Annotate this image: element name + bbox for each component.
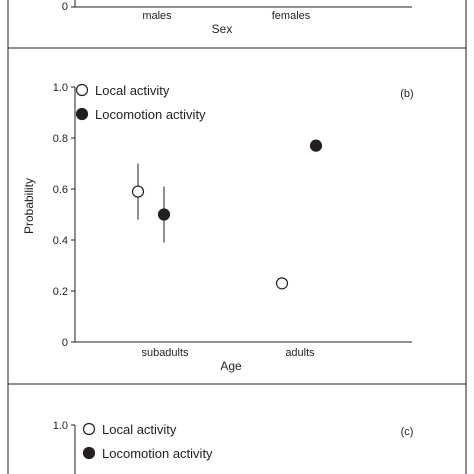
panel-b-point-local-subadults [131,185,145,198]
panel-a-x-tick-label-males: males [142,10,172,22]
panel-b-y-tick-label-1: 0.2 [53,286,68,298]
panel-b-point-local-adults [275,277,289,290]
panel-a-x-axis-label: Sex [212,22,233,36]
panel-b-y-tick-label-3: 0.6 [53,184,68,196]
panel-c-y-tick-label-1: 1.0 [53,420,68,432]
panel-b-y-tick-label-0: 0 [62,337,68,349]
panel-b-y-tick-label-4: 0.8 [53,133,68,145]
panel-b-x-tick-label-subadults: subadults [141,347,189,359]
panel-b: 0 0.2 0.4 0.6 0.8 1.0 Probability subadults a… [22,82,414,373]
panel-b-data-marks [131,139,323,290]
panel-b-legend-marker-local [75,83,89,97]
panel-b-legend-label-local: Local activity [95,83,170,98]
panel-b-point-locomotion-adults [309,139,323,152]
panel-b-label: (b) [400,88,413,100]
panel-c-legend-label-local: Local activity [102,422,177,437]
panel-b-y-ticks: 0 0.2 0.4 0.6 0.8 1.0 [53,82,75,349]
panel-c-label: (c) [401,426,414,438]
panel-b-x-tick-label-adults: adults [285,347,315,359]
panel-c-legend-marker-locomotion [82,446,96,460]
panel-c: 1.0 (c) Local activity Locomotion activi… [53,420,414,474]
panel-b-x-axis-label: Age [220,359,242,373]
panel-b-legend-label-locomotion: Locomotion activity [95,107,206,122]
panel-b-legend-marker-locomotion [75,107,89,121]
panel-b-point-locomotion-subadults [157,208,171,221]
panel-c-legend-label-locomotion: Locomotion activity [102,446,213,461]
panel-b-y-axis-label: Probability [22,178,36,234]
panel-b-y-tick-label-5: 1.0 [53,82,68,94]
panel-b-y-tick-label-2: 0.4 [53,235,68,247]
panel-a-x-tick-label-females: females [272,10,311,22]
panel-a: 0 males females Sex [62,0,412,36]
panel-c-legend-marker-local [82,422,96,436]
panel-a-y-tick-label-0: 0 [62,1,68,13]
